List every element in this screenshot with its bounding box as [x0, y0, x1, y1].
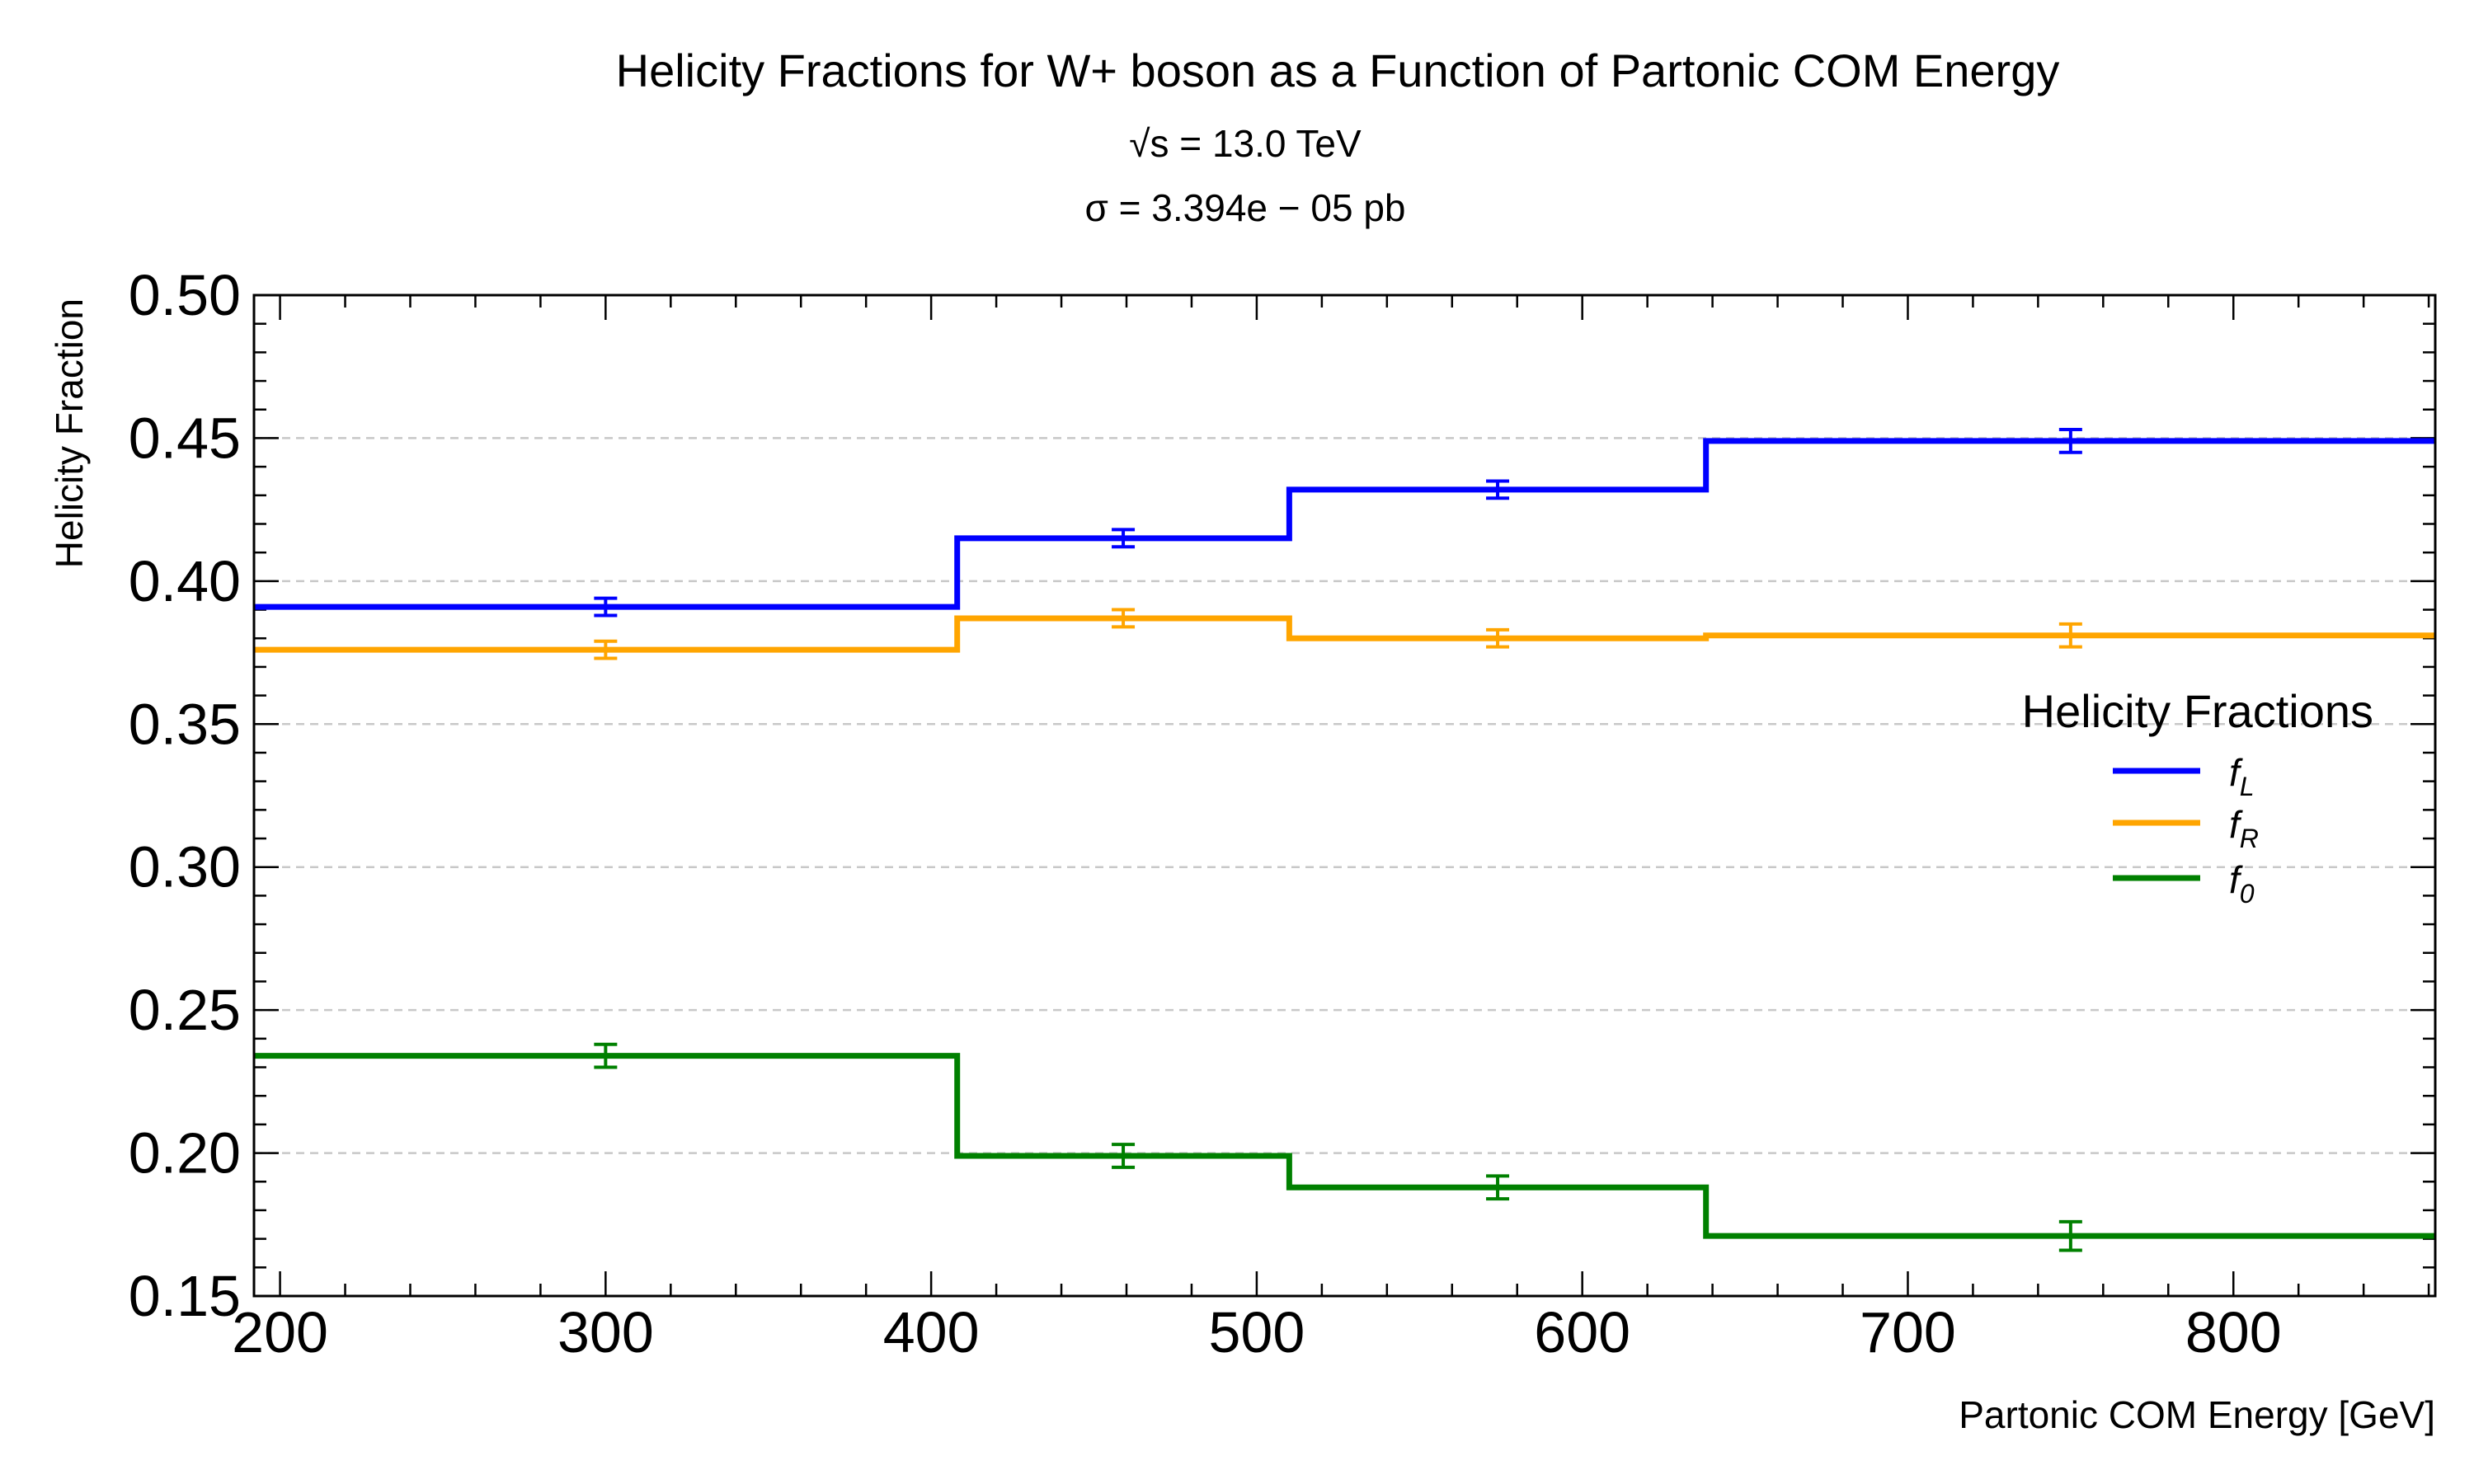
x-tick-label: 500	[1209, 1300, 1305, 1364]
legend-label: f0	[2229, 858, 2255, 909]
y-tick-label: 0.20	[129, 1121, 241, 1186]
legend-entry-f-r: fR	[2113, 803, 2259, 853]
error-bar	[594, 639, 618, 660]
legend-label-subscript: L	[2240, 772, 2255, 801]
error-bar	[2058, 622, 2082, 649]
error-bar	[2058, 428, 2082, 454]
step-line	[254, 438, 2435, 610]
chart-title: Helicity Fractions for W+ boson as a Fun…	[616, 45, 2060, 96]
series-f-0	[254, 1042, 2435, 1252]
x-tick-labels: 200 300 400 500 600 700 800	[232, 1300, 2281, 1364]
x-tick-label: 200	[232, 1300, 328, 1364]
y-tick-label: 0.15	[129, 1264, 241, 1328]
axis-ticks	[254, 294, 2435, 1298]
error-bar	[1112, 608, 1136, 629]
legend-entry-f-l: fL	[2113, 751, 2255, 801]
x-tick-label: 800	[2185, 1300, 2282, 1364]
plot-frame	[252, 294, 2437, 1298]
y-tick-label: 0.40	[129, 549, 241, 613]
error-bar	[1486, 479, 1510, 500]
error-bar	[1486, 627, 1510, 649]
x-tick-label: 400	[883, 1300, 980, 1364]
y-tick-label: 0.25	[129, 978, 241, 1042]
legend-title: Helicity Fractions	[2022, 685, 2373, 737]
grid-lines	[254, 437, 2435, 1154]
x-tick-label: 600	[1534, 1300, 1630, 1364]
series-f-r	[254, 608, 2435, 660]
error-bar	[1112, 1143, 1136, 1169]
legend-entry-f-0: f0	[2113, 858, 2255, 909]
legend-label-subscript: 0	[2240, 879, 2255, 909]
y-tick-label: 0.30	[129, 835, 241, 899]
x-axis-label: Partonic COM Energy [GeV]	[1959, 1393, 2435, 1436]
error-bar	[1112, 528, 1136, 549]
y-tick-label: 0.50	[129, 263, 241, 327]
legend-label-subscript: R	[2240, 824, 2259, 853]
error-bar	[1486, 1174, 1510, 1201]
error-bar	[594, 596, 618, 618]
step-line	[254, 615, 2435, 653]
legend-label: fL	[2229, 751, 2255, 801]
y-tick-label: 0.45	[129, 406, 241, 470]
series-f-l	[254, 428, 2435, 618]
y-tick-labels: 0.15 0.20 0.25 0.30 0.35 0.40 0.45 0.50	[129, 263, 241, 1328]
error-bar	[2058, 1219, 2082, 1252]
error-bar	[594, 1042, 618, 1069]
y-tick-label: 0.35	[129, 692, 241, 756]
series-layer	[254, 428, 2435, 1252]
chart-subtitle-sigma: σ = 3.394e − 05 pb	[1084, 186, 1405, 229]
legend-label: fR	[2229, 803, 2259, 853]
x-tick-label: 300	[557, 1300, 654, 1364]
x-tick-label: 700	[1860, 1300, 1956, 1364]
chart-subtitle-sqrt-s: √s = 13.0 TeV	[1129, 122, 1362, 165]
step-line	[254, 1053, 2435, 1239]
y-axis-label: Helicity Fraction	[48, 298, 91, 568]
